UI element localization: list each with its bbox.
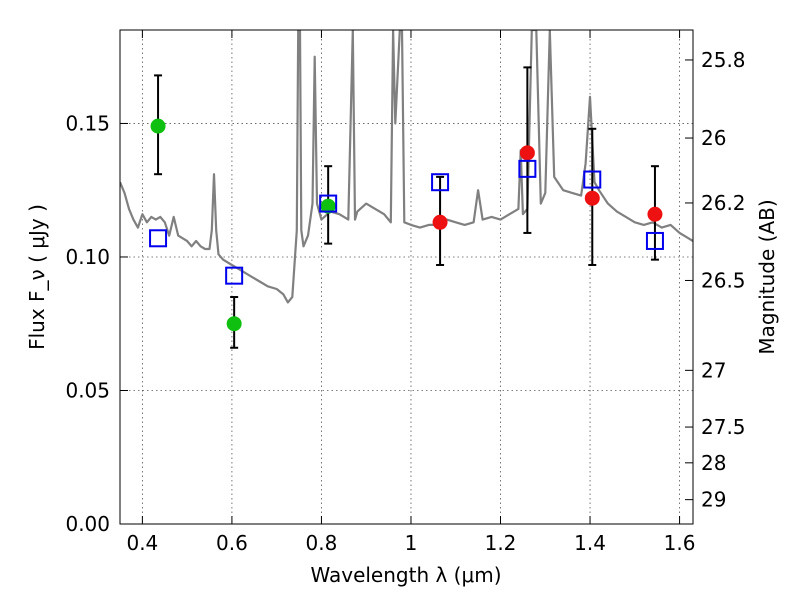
red-data-point — [584, 190, 600, 206]
y-tick-label: 0.00 — [65, 512, 110, 536]
model-square-marker — [431, 173, 450, 192]
plot-background — [120, 30, 693, 524]
x-tick-label: 1.6 — [664, 531, 696, 555]
y2-tick-label: 26 — [701, 126, 726, 150]
x-tick-label: 1.2 — [485, 531, 517, 555]
red-data-point — [519, 145, 535, 161]
y2-axis-label: Magnitude (AB) — [755, 199, 779, 354]
y2-tick-label: 27.5 — [701, 415, 746, 439]
model-spectrum-line — [120, 30, 693, 304]
y2-tick-label: 28 — [701, 451, 726, 475]
plot-frame — [119, 29, 694, 525]
y-tick-label: 0.10 — [65, 245, 110, 269]
model-square-marker — [225, 266, 244, 285]
model-square-marker — [319, 194, 338, 213]
y-tick-label: 0.05 — [65, 378, 110, 402]
model-square-marker — [583, 170, 602, 189]
x-axis-label: Wavelength λ (μm) — [310, 563, 501, 587]
ticks: 0.4 0.6 0.8 1 1.2 1.4 1.6 0.00 0.05 0.10 0.15 25.8 2… — [65, 30, 746, 555]
x-tick-label: 1.4 — [574, 531, 606, 555]
x-tick-label: 0.4 — [126, 531, 158, 555]
model-square-marker — [518, 159, 537, 178]
x-tick-label: 0.8 — [306, 531, 338, 555]
x-tick-label: 0.6 — [216, 531, 248, 555]
data-layer — [120, 30, 693, 349]
model-square-marker — [149, 229, 168, 248]
green-data-point — [226, 316, 242, 332]
y-tick-label: 0.15 — [65, 111, 110, 135]
y2-tick-label: 29 — [701, 488, 726, 512]
green-data-point — [150, 118, 166, 134]
y2-tick-label: 26.5 — [701, 268, 746, 292]
y-axis-label: Flux F_ν ( μJy ) — [25, 204, 49, 350]
red-data-point — [647, 206, 663, 222]
model-square-marker — [645, 231, 664, 250]
y2-tick-label: 26.2 — [701, 191, 746, 215]
y2-tick-label: 27 — [701, 358, 726, 382]
x-tick-label: 1 — [405, 531, 418, 555]
red-data-point — [432, 214, 448, 230]
y2-tick-label: 25.8 — [701, 48, 746, 72]
